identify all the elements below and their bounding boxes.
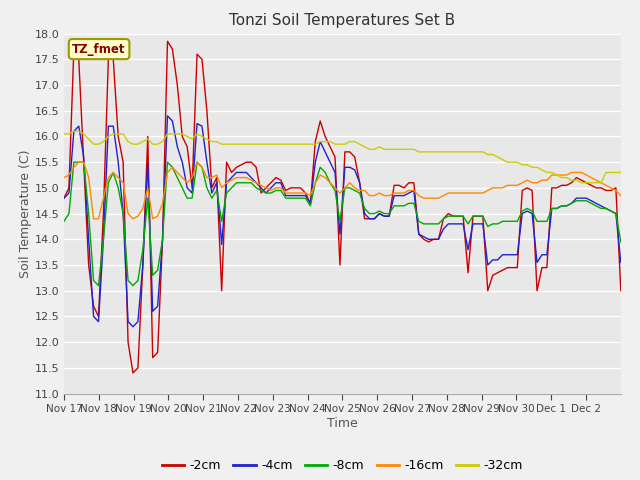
- Legend: -2cm, -4cm, -8cm, -16cm, -32cm: -2cm, -4cm, -8cm, -16cm, -32cm: [157, 455, 528, 477]
- Title: Tonzi Soil Temperatures Set B: Tonzi Soil Temperatures Set B: [229, 13, 456, 28]
- Text: TZ_fmet: TZ_fmet: [72, 43, 126, 56]
- Y-axis label: Soil Temperature (C): Soil Temperature (C): [19, 149, 31, 278]
- X-axis label: Time: Time: [327, 417, 358, 430]
